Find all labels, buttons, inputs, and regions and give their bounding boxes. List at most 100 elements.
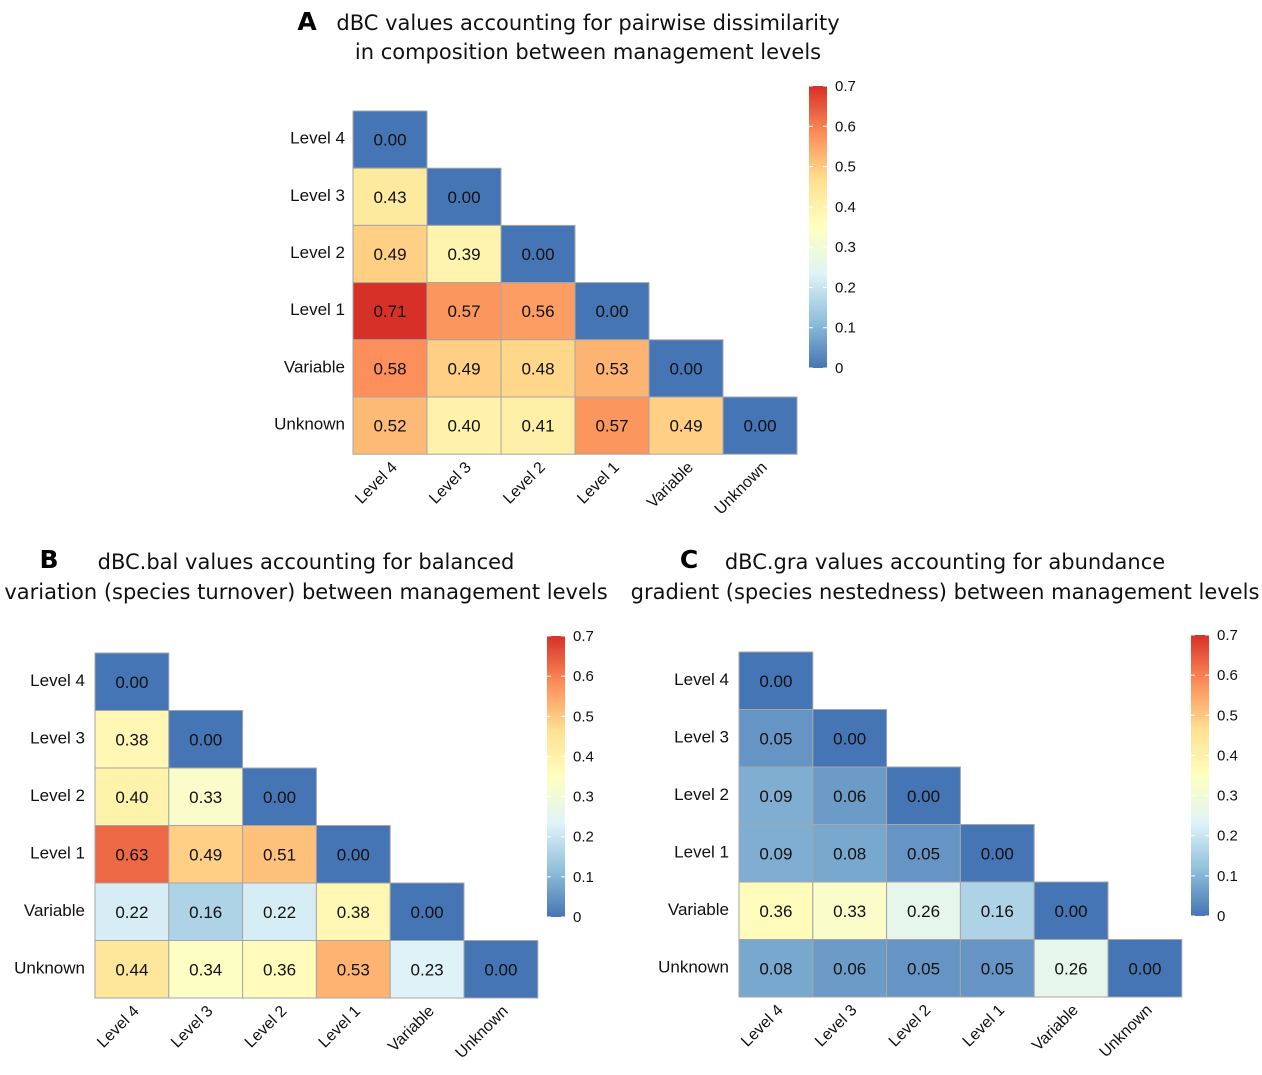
cell-value-label: 0.00 bbox=[411, 903, 444, 922]
heatmap-cell bbox=[738, 939, 814, 998]
chart-title-line: variation (species turnover) between man… bbox=[4, 580, 607, 604]
heatmap-cell bbox=[463, 940, 539, 999]
heatmap-cell bbox=[886, 766, 961, 825]
cell-value-label: 0.00 bbox=[1055, 902, 1088, 921]
heatmap-cell bbox=[352, 396, 428, 455]
colorbar-tick-label: 0.6 bbox=[1217, 667, 1238, 684]
heatmap-cell bbox=[315, 940, 391, 999]
colorbar-tick-label: 0 bbox=[573, 909, 581, 926]
cell-value-label: 0.00 bbox=[115, 673, 148, 692]
heatmap-cell bbox=[959, 824, 1035, 883]
colorbar-tick-label: 0.3 bbox=[835, 239, 856, 256]
heatmap-cell bbox=[500, 396, 576, 455]
heatmap-cell bbox=[352, 110, 428, 169]
colorbar bbox=[547, 636, 565, 917]
cell-value-label: 0.56 bbox=[521, 302, 554, 321]
cell-value-label: 0.00 bbox=[759, 672, 792, 691]
cell-value-label: 0.26 bbox=[1055, 959, 1088, 978]
cell-value-label: 0.06 bbox=[833, 959, 866, 978]
cell-value-label: 0.57 bbox=[595, 417, 628, 436]
heatmap-cell bbox=[886, 881, 961, 940]
row-tick-label: Variable bbox=[668, 900, 729, 919]
cell-value-label: 0.16 bbox=[189, 903, 222, 922]
cell-value-label: 0.00 bbox=[373, 131, 406, 150]
chart-title-line: dBC.bal values accounting for balanced bbox=[98, 550, 515, 574]
column-tick-label: Variable bbox=[385, 1003, 438, 1056]
cell-value-label: 0.23 bbox=[411, 960, 444, 979]
colorbar-tick-label: 0.3 bbox=[573, 789, 594, 806]
heatmap-cell bbox=[168, 940, 244, 999]
cell-value-label: 0.33 bbox=[189, 788, 222, 807]
cell-value-label: 0.00 bbox=[1128, 959, 1161, 978]
heatmap-cell bbox=[94, 825, 170, 884]
row-tick-label: Level 2 bbox=[674, 785, 729, 804]
cell-value-label: 0.00 bbox=[595, 302, 628, 321]
colorbar-tick-label: 0.5 bbox=[1217, 707, 1238, 724]
cell-value-label: 0.41 bbox=[521, 417, 554, 436]
cell-value-label: 0.40 bbox=[115, 788, 148, 807]
heatmap-cell bbox=[738, 824, 814, 883]
row-tick-label: Level 3 bbox=[290, 186, 345, 205]
heatmap-cell bbox=[426, 396, 502, 455]
cell-value-label: 0.00 bbox=[833, 729, 866, 748]
colorbar-tick-label: 0.7 bbox=[835, 78, 856, 95]
row-tick-label: Level 1 bbox=[674, 842, 729, 861]
cell-value-label: 0.34 bbox=[189, 960, 222, 979]
cell-value-label: 0.38 bbox=[337, 903, 370, 922]
heatmap-cell bbox=[426, 167, 502, 226]
heatmap-cell bbox=[886, 939, 961, 998]
colorbar-tick-label: 0.6 bbox=[573, 668, 594, 685]
row-tick-label: Level 3 bbox=[674, 727, 729, 746]
heatmap-cell bbox=[500, 224, 576, 284]
cell-value-label: 0.00 bbox=[484, 960, 517, 979]
heatmap-cell bbox=[94, 710, 170, 769]
column-tick-label: Variable bbox=[644, 459, 697, 512]
panel-label: A bbox=[297, 7, 317, 36]
heatmap-cell bbox=[168, 710, 244, 769]
heatmap-cell bbox=[426, 282, 502, 341]
cell-value-label: 0.33 bbox=[833, 902, 866, 921]
column-tick-label: Level 1 bbox=[960, 1002, 1009, 1051]
colorbar-tick-label: 0.7 bbox=[1217, 627, 1238, 644]
cell-value-label: 0.08 bbox=[759, 959, 792, 978]
cell-value-label: 0.05 bbox=[907, 959, 940, 978]
row-tick-label: Level 2 bbox=[30, 786, 85, 805]
row-tick-label: Level 1 bbox=[30, 843, 85, 862]
cell-value-label: 0.49 bbox=[373, 245, 406, 264]
row-tick-label: Variable bbox=[24, 901, 85, 920]
colorbar-tick-label: 0.6 bbox=[835, 118, 856, 135]
chart-title-line: dBC.gra values accounting for abundance bbox=[725, 550, 1165, 574]
cell-value-label: 0.39 bbox=[447, 245, 480, 264]
heatmap-cell bbox=[574, 339, 650, 398]
row-tick-label: Unknown bbox=[658, 957, 729, 976]
colorbar-tick-label: 0.4 bbox=[1217, 747, 1238, 764]
colorbar-tick-label: 0.1 bbox=[835, 320, 856, 337]
colorbar-tick-label: 0.2 bbox=[835, 279, 856, 296]
heatmap-cell bbox=[1033, 939, 1109, 998]
column-tick-label: Level 4 bbox=[94, 1003, 143, 1052]
cell-value-label: 0.36 bbox=[263, 960, 296, 979]
heatmap-cell bbox=[352, 167, 428, 226]
colorbar-tick-label: 0.5 bbox=[835, 159, 856, 176]
cell-value-label: 0.05 bbox=[759, 729, 792, 748]
cell-value-label: 0.00 bbox=[189, 730, 222, 749]
cell-value-label: 0.52 bbox=[373, 417, 406, 436]
cell-value-label: 0.22 bbox=[263, 903, 296, 922]
heatmap-cell bbox=[94, 652, 170, 711]
column-tick-label: Level 1 bbox=[574, 459, 623, 508]
column-tick-label: Level 3 bbox=[168, 1003, 217, 1052]
cell-value-label: 0.51 bbox=[263, 845, 296, 864]
colorbar-tick-label: 0.4 bbox=[835, 199, 856, 216]
cell-value-label: 0.36 bbox=[759, 902, 792, 921]
row-tick-label: Level 1 bbox=[290, 300, 345, 319]
cell-value-label: 0.58 bbox=[373, 359, 406, 378]
chart-title-line: in composition between management levels bbox=[355, 40, 821, 64]
heatmap-cell bbox=[959, 881, 1035, 940]
colorbar-tick-label: 0.1 bbox=[1217, 868, 1238, 885]
cell-value-label: 0.49 bbox=[447, 359, 480, 378]
row-tick-label: Level 2 bbox=[290, 243, 345, 262]
heatmap-cell bbox=[94, 882, 170, 941]
row-tick-label: Variable bbox=[284, 357, 345, 376]
